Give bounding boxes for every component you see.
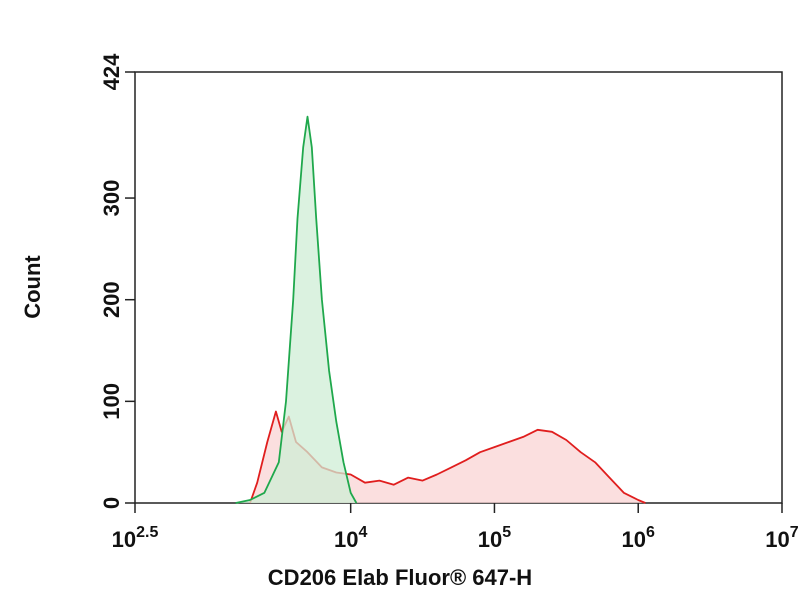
- tick-base: 10: [334, 527, 358, 552]
- tick-base: 10: [765, 527, 789, 552]
- x-tick-label: 106: [622, 524, 655, 552]
- y-tick-label: 424: [99, 53, 124, 90]
- y-tick-label: 300: [99, 180, 124, 217]
- plot-frame: [134, 71, 783, 504]
- y-tick-label: 100: [99, 383, 124, 420]
- tick-base: 10: [112, 527, 136, 552]
- x-tick-label: 104: [334, 524, 367, 552]
- y-axis-label: Count: [20, 255, 45, 319]
- y-tick-label: 200: [99, 281, 124, 318]
- histogram: [235, 115, 358, 504]
- tick-exponent: 4: [358, 524, 367, 541]
- tick-exponent: 7: [790, 524, 799, 541]
- tick-base: 10: [622, 527, 646, 552]
- tick-exponent: 2.5: [136, 524, 158, 541]
- tick-base: 10: [478, 527, 502, 552]
- y-tick-label: 0: [99, 497, 124, 509]
- x-tick-label: 107: [765, 524, 798, 552]
- tick-exponent: 6: [646, 524, 655, 541]
- x-tick-label: 102.5: [112, 524, 159, 552]
- x-axis-label: CD206 Elab Fluor® 647-H: [268, 565, 532, 590]
- tick-exponent: 5: [502, 524, 511, 541]
- x-tick-label: 105: [478, 524, 511, 552]
